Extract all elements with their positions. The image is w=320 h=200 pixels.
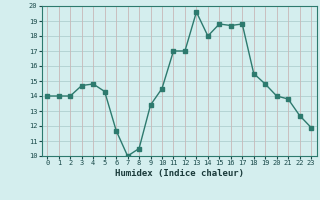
X-axis label: Humidex (Indice chaleur): Humidex (Indice chaleur) [115,169,244,178]
